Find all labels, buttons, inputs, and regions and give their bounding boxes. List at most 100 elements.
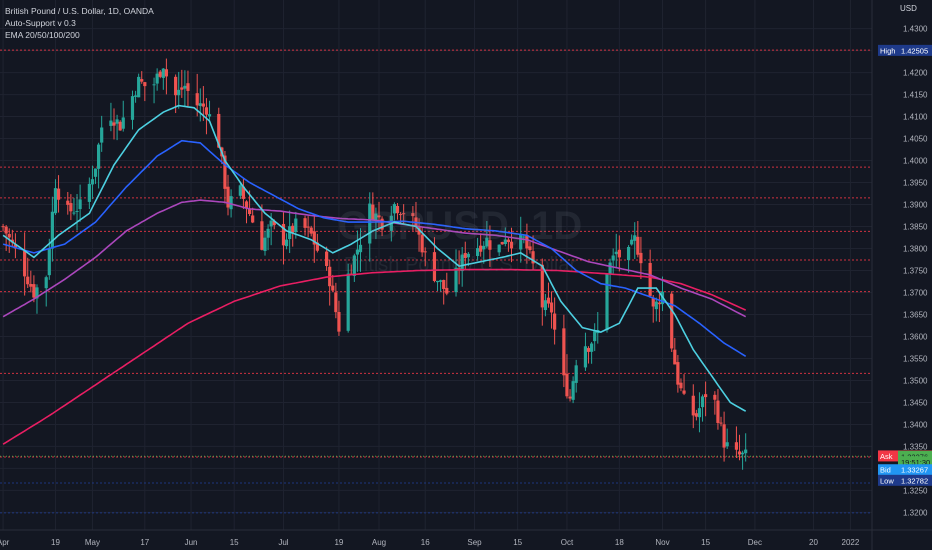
candle-body[interactable] bbox=[608, 262, 612, 274]
candle-body[interactable] bbox=[466, 253, 470, 258]
candle-body[interactable] bbox=[626, 246, 631, 261]
candle-body[interactable] bbox=[639, 252, 643, 264]
candle-body[interactable] bbox=[719, 422, 723, 424]
candle-body[interactable] bbox=[100, 127, 104, 143]
candle-body[interactable] bbox=[201, 103, 205, 107]
candle-body[interactable] bbox=[586, 348, 591, 352]
candle-body[interactable] bbox=[204, 107, 209, 115]
candle-body[interactable] bbox=[223, 155, 227, 189]
candle-body[interactable] bbox=[565, 373, 569, 397]
candle-body[interactable] bbox=[35, 287, 39, 299]
candle-body[interactable] bbox=[133, 95, 138, 97]
candle-body[interactable] bbox=[238, 185, 242, 196]
candle-body[interactable] bbox=[87, 183, 91, 202]
candle-body[interactable] bbox=[294, 218, 298, 233]
candle-body[interactable] bbox=[479, 245, 483, 252]
candle-body[interactable] bbox=[593, 331, 597, 342]
candle-body[interactable] bbox=[744, 449, 748, 454]
candle-body[interactable] bbox=[734, 442, 739, 450]
candle-body[interactable] bbox=[519, 234, 523, 250]
candle-body[interactable] bbox=[392, 204, 397, 214]
candle-body[interactable] bbox=[32, 284, 36, 298]
candle-body[interactable] bbox=[158, 71, 162, 77]
candle-body[interactable] bbox=[636, 236, 640, 255]
legend-indicator-auto-support[interactable]: Auto-Support v 0.3 bbox=[5, 18, 76, 28]
candle-body[interactable] bbox=[432, 252, 437, 282]
candle-body[interactable] bbox=[568, 396, 572, 399]
candle-body[interactable] bbox=[725, 442, 729, 447]
candle-body[interactable] bbox=[241, 186, 246, 199]
candle-body[interactable] bbox=[75, 210, 79, 212]
candle-body[interactable] bbox=[358, 244, 363, 253]
candle-body[interactable] bbox=[50, 211, 54, 249]
candle-body[interactable] bbox=[617, 249, 621, 258]
candle-body[interactable] bbox=[562, 328, 566, 376]
candle-body[interactable] bbox=[676, 362, 680, 385]
candle-body[interactable] bbox=[115, 119, 119, 124]
candle-body[interactable] bbox=[722, 424, 726, 448]
candle-body[interactable] bbox=[72, 212, 76, 214]
candle-body[interactable] bbox=[306, 226, 310, 228]
candle-body[interactable] bbox=[583, 346, 588, 368]
candle-body[interactable] bbox=[161, 68, 165, 78]
candle-body[interactable] bbox=[291, 225, 295, 233]
candle-body[interactable] bbox=[398, 214, 403, 216]
candle-body[interactable] bbox=[673, 349, 677, 365]
candle-body[interactable] bbox=[226, 186, 230, 208]
time-axis[interactable]: Apr 19 May 17 Jun 15 Jul 19 Aug 16 Sep 15 Oct 18 Nov 15… bbox=[0, 538, 860, 547]
candle-body[interactable] bbox=[29, 283, 33, 287]
candle-body[interactable] bbox=[130, 96, 135, 120]
candle-body[interactable] bbox=[553, 313, 557, 330]
candle-body[interactable] bbox=[355, 249, 360, 255]
candle-body[interactable] bbox=[164, 69, 168, 77]
candle-body[interactable] bbox=[229, 196, 233, 210]
candle-body[interactable] bbox=[346, 273, 350, 331]
price-axis[interactable]: 1.32001.32501.33001.33501.34001.34501.35… bbox=[903, 25, 928, 518]
candle-body[interactable] bbox=[303, 218, 307, 228]
candle-body[interactable] bbox=[195, 93, 199, 106]
candle-body[interactable] bbox=[186, 83, 190, 91]
candle-body[interactable] bbox=[56, 188, 61, 200]
candle-body[interactable] bbox=[26, 276, 30, 285]
candle-body[interactable] bbox=[442, 279, 446, 289]
candle-body[interactable] bbox=[691, 395, 695, 416]
candle-body[interactable] bbox=[454, 267, 458, 293]
candle-body[interactable] bbox=[439, 280, 443, 282]
candle-body[interactable] bbox=[97, 144, 101, 169]
candle-body[interactable] bbox=[694, 413, 698, 417]
candle-body[interactable] bbox=[488, 240, 492, 250]
candle-body[interactable] bbox=[112, 122, 116, 126]
candle-body[interactable] bbox=[66, 200, 70, 205]
candle-body[interactable] bbox=[315, 242, 319, 251]
candle-body[interactable] bbox=[266, 228, 270, 238]
candle-body[interactable] bbox=[633, 235, 637, 241]
candle-body[interactable] bbox=[411, 213, 415, 217]
candle-body[interactable] bbox=[374, 213, 378, 221]
legend-indicator-ema[interactable]: EMA 20/50/100/200 bbox=[5, 30, 80, 40]
candle-body[interactable] bbox=[737, 451, 742, 455]
candle-body[interactable] bbox=[174, 76, 178, 96]
candle-body[interactable] bbox=[435, 280, 440, 283]
candle-body[interactable] bbox=[260, 221, 264, 250]
candle-body[interactable] bbox=[546, 297, 551, 304]
candle-body[interactable] bbox=[445, 287, 449, 294]
candle-body[interactable] bbox=[543, 300, 547, 311]
candle-body[interactable] bbox=[485, 237, 489, 247]
candle-body[interactable] bbox=[651, 297, 655, 307]
candle-body[interactable] bbox=[244, 201, 249, 209]
candle-body[interactable] bbox=[509, 241, 514, 249]
candle-body[interactable] bbox=[281, 223, 286, 246]
candle-body[interactable] bbox=[740, 452, 745, 455]
candle-body[interactable] bbox=[679, 382, 683, 389]
candle-body[interactable] bbox=[44, 277, 48, 289]
candle-body[interactable] bbox=[497, 244, 501, 253]
candle-body[interactable] bbox=[528, 246, 532, 251]
candle-body[interactable] bbox=[522, 236, 526, 238]
candle-body[interactable] bbox=[704, 394, 708, 398]
candle-body[interactable] bbox=[198, 103, 202, 106]
candle-body[interactable] bbox=[121, 117, 125, 129]
candle-body[interactable] bbox=[7, 234, 11, 238]
candle-body[interactable] bbox=[272, 221, 276, 226]
candle-body[interactable] bbox=[309, 227, 313, 234]
candle-body[interactable] bbox=[611, 255, 615, 261]
